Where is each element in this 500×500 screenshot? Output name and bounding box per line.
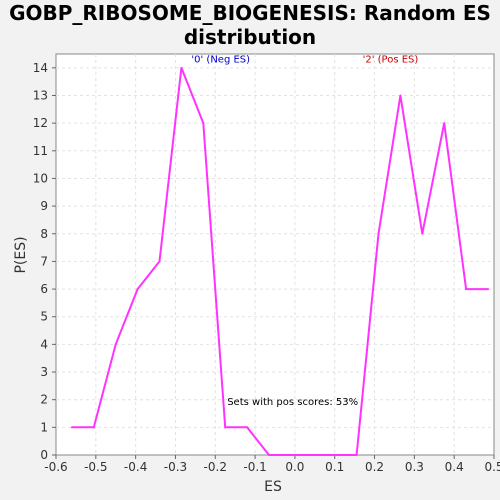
x-tick-label: 0.1: [325, 460, 344, 474]
annotation-label: Sets with pos scores: 53%: [227, 397, 358, 408]
y-tick-label: 6: [40, 282, 48, 296]
data-point: [311, 454, 314, 456]
annotation-label: '0' (Neg ES): [191, 54, 250, 65]
y-tick-label: 12: [33, 116, 48, 130]
y-tick-label: 1: [40, 420, 48, 434]
y-tick-label: 3: [40, 365, 48, 379]
y-tick-label: 9: [40, 199, 48, 213]
data-point: [158, 260, 161, 263]
y-tick-label: 13: [33, 88, 48, 102]
grid-lines: [56, 54, 494, 455]
data-point: [377, 232, 380, 235]
y-tick-label: 11: [33, 144, 48, 158]
series-line-0: [71, 67, 488, 456]
data-point: [180, 66, 183, 69]
data-point: [114, 343, 117, 346]
data-point: [224, 426, 227, 429]
data-point: [268, 454, 271, 456]
y-tick-label: 2: [40, 393, 48, 407]
y-tick-label: 7: [40, 254, 48, 268]
data-point: [443, 122, 446, 125]
y-axis-label: P(ES): [13, 236, 29, 273]
x-tick-label: -0.2: [204, 460, 227, 474]
x-tick-label: 0.4: [445, 460, 464, 474]
annotation-label: '2' (Pos ES): [363, 54, 419, 65]
x-tick-label: 0.2: [365, 460, 384, 474]
data-point: [92, 426, 95, 429]
chart-title-line2: distribution: [184, 25, 316, 49]
data-point: [421, 232, 424, 235]
series-group: [70, 66, 490, 456]
data-point: [136, 288, 139, 291]
data-point: [333, 454, 336, 456]
x-tick-label: 0.0: [285, 460, 304, 474]
data-point: [355, 454, 358, 456]
data-point: [399, 94, 402, 97]
data-point: [246, 426, 249, 429]
y-tick-label: 5: [40, 310, 48, 324]
plot-area: [55, 53, 495, 456]
x-tick-label: 0.5: [484, 460, 500, 474]
y-tick-label: 8: [40, 227, 48, 241]
y-tick-label: 10: [33, 171, 48, 185]
x-tick-label: -0.5: [84, 460, 107, 474]
x-tick-label: 0.3: [405, 460, 424, 474]
data-point: [70, 426, 73, 429]
data-point: [465, 288, 468, 291]
axes: -0.6 -0.5 -0.4 -0.3 -0.2 -0.1 0.0 0.1 0.2 0.3 0.4 0…: [33, 61, 500, 474]
x-tick-label: -0.6: [44, 460, 67, 474]
chart-title-line1: GOBP_RIBOSOME_BIOGENESIS: Random ES: [9, 1, 491, 25]
x-axis-label: ES: [264, 479, 282, 495]
data-point: [289, 454, 292, 456]
y-tick-label: 0: [40, 448, 48, 462]
data-point: [202, 122, 205, 125]
x-tick-label: -0.3: [164, 460, 187, 474]
y-tick-label: 4: [40, 337, 48, 351]
x-tick-label: -0.1: [243, 460, 266, 474]
y-tick-label: 14: [33, 61, 48, 75]
data-point: [487, 288, 490, 291]
x-tick-label: -0.4: [124, 460, 147, 474]
annotations: '0' (Neg ES) '2' (Pos ES) Sets with pos sc…: [191, 54, 418, 408]
